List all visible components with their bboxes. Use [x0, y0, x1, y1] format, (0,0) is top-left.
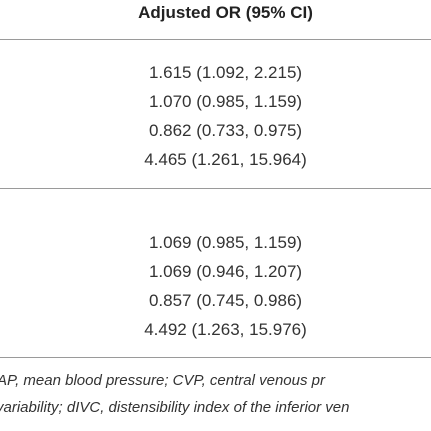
footnote-line: AP, mean blood pressure; CVP, central ve… [0, 372, 325, 389]
table-cell: 4.492 (1.263, 15.976) [144, 320, 307, 339]
table-bottom-rule [0, 357, 431, 358]
table-cell: 1.070 (0.985, 1.159) [148, 92, 303, 111]
table-cell: 4.465 (1.261, 15.964) [144, 150, 307, 169]
table-cell: 1.069 (0.985, 1.159) [148, 233, 303, 252]
table-cell: 1.615 (1.092, 2.215) [148, 63, 303, 82]
header-rule [0, 39, 431, 40]
table-cell: 0.862 (0.733, 0.975) [148, 121, 303, 140]
footnote-line: variability; dIVC, distensibility index … [0, 399, 350, 416]
group-rule [0, 188, 431, 189]
table-cell: 1.069 (0.946, 1.207) [148, 262, 303, 281]
column-header: Adjusted OR (95% CI) [138, 3, 313, 22]
table-cell: 0.857 (0.745, 0.986) [148, 291, 303, 310]
